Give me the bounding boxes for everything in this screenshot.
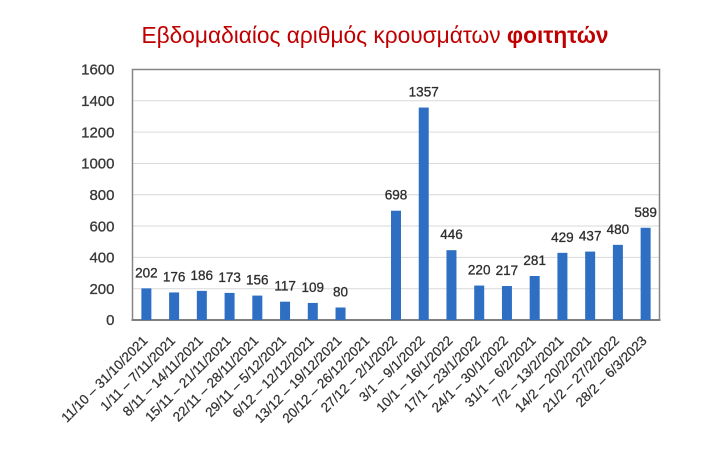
- svg-text:1357: 1357: [409, 85, 439, 100]
- svg-text:1200: 1200: [81, 124, 114, 141]
- svg-text:429: 429: [551, 230, 574, 245]
- svg-text:176: 176: [163, 269, 186, 284]
- svg-text:80: 80: [333, 284, 348, 299]
- svg-text:281: 281: [523, 253, 546, 268]
- svg-text:109: 109: [302, 280, 325, 295]
- svg-text:698: 698: [385, 188, 408, 203]
- svg-text:202: 202: [135, 265, 158, 280]
- svg-text:173: 173: [218, 270, 241, 285]
- svg-text:800: 800: [89, 187, 114, 204]
- svg-text:1600: 1600: [81, 62, 114, 79]
- svg-text:1400: 1400: [81, 93, 114, 110]
- svg-text:Εβδομαδιαίος αριθμός κρουσμάτω: Εβδομαδιαίος αριθμός κρουσμάτων φοιτητών: [141, 22, 608, 48]
- svg-text:220: 220: [468, 263, 491, 278]
- svg-text:217: 217: [496, 263, 519, 278]
- svg-text:400: 400: [89, 250, 114, 267]
- svg-text:200: 200: [89, 281, 114, 298]
- svg-text:446: 446: [440, 227, 463, 242]
- svg-text:437: 437: [579, 229, 602, 244]
- svg-text:0: 0: [106, 312, 114, 329]
- svg-text:480: 480: [607, 222, 630, 237]
- svg-text:186: 186: [191, 268, 214, 283]
- svg-text:1000: 1000: [81, 156, 114, 173]
- svg-text:600: 600: [89, 218, 114, 235]
- svg-text:117: 117: [274, 279, 296, 294]
- svg-text:156: 156: [246, 273, 269, 288]
- svg-text:589: 589: [634, 205, 657, 220]
